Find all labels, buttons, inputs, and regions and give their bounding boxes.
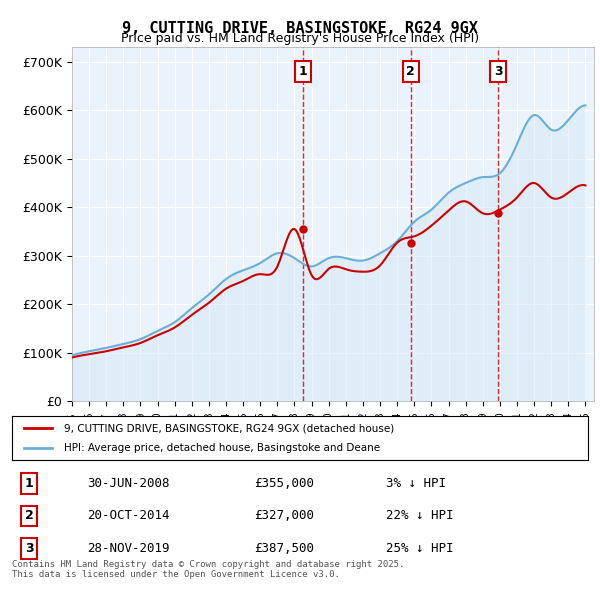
Text: 28-NOV-2019: 28-NOV-2019	[87, 542, 169, 555]
Text: £327,000: £327,000	[254, 509, 314, 523]
Text: 3% ↓ HPI: 3% ↓ HPI	[386, 477, 446, 490]
Text: 2: 2	[25, 509, 34, 523]
Text: 30-JUN-2008: 30-JUN-2008	[87, 477, 169, 490]
Text: 9, CUTTING DRIVE, BASINGSTOKE, RG24 9GX: 9, CUTTING DRIVE, BASINGSTOKE, RG24 9GX	[122, 21, 478, 35]
Text: 1: 1	[299, 65, 307, 78]
Text: Price paid vs. HM Land Registry's House Price Index (HPI): Price paid vs. HM Land Registry's House …	[121, 32, 479, 45]
Text: £355,000: £355,000	[254, 477, 314, 490]
Text: 22% ↓ HPI: 22% ↓ HPI	[386, 509, 454, 523]
Text: HPI: Average price, detached house, Basingstoke and Deane: HPI: Average price, detached house, Basi…	[64, 443, 380, 453]
Text: 2: 2	[406, 65, 415, 78]
Text: £387,500: £387,500	[254, 542, 314, 555]
Text: Contains HM Land Registry data © Crown copyright and database right 2025.
This d: Contains HM Land Registry data © Crown c…	[12, 560, 404, 579]
Text: 1: 1	[25, 477, 34, 490]
Text: 25% ↓ HPI: 25% ↓ HPI	[386, 542, 454, 555]
Text: 3: 3	[25, 542, 34, 555]
Text: 9, CUTTING DRIVE, BASINGSTOKE, RG24 9GX (detached house): 9, CUTTING DRIVE, BASINGSTOKE, RG24 9GX …	[64, 424, 394, 433]
Text: 20-OCT-2014: 20-OCT-2014	[87, 509, 169, 523]
Text: 3: 3	[494, 65, 502, 78]
